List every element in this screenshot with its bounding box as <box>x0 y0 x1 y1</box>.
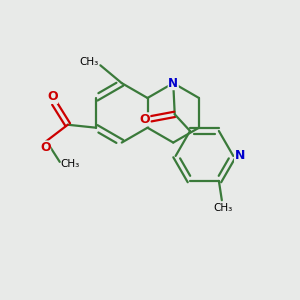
Text: CH₃: CH₃ <box>80 57 99 67</box>
Text: O: O <box>47 90 58 103</box>
Text: O: O <box>40 141 50 154</box>
Text: N: N <box>168 76 178 90</box>
Text: N: N <box>235 149 245 162</box>
Text: CH₃: CH₃ <box>214 203 233 213</box>
Text: CH₃: CH₃ <box>61 159 80 169</box>
Text: O: O <box>139 113 150 126</box>
